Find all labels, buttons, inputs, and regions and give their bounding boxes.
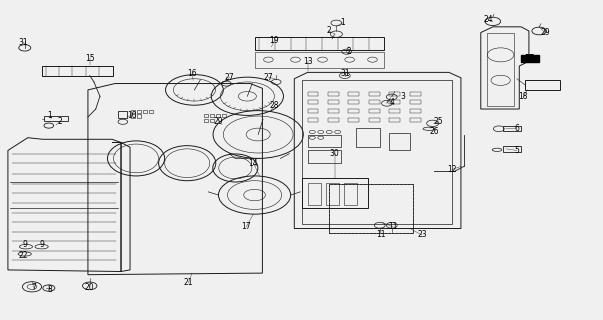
Text: 6: 6 (514, 124, 519, 132)
Bar (525, 80, 560, 90)
Text: 2: 2 (346, 47, 351, 56)
Bar (137, 110, 141, 113)
Bar (216, 114, 220, 117)
Bar (328, 92, 339, 96)
Bar (308, 118, 318, 122)
Text: 29: 29 (540, 28, 550, 37)
Text: 4: 4 (390, 98, 394, 107)
Text: 31: 31 (340, 69, 350, 78)
Bar (410, 118, 421, 122)
Bar (44, 116, 68, 121)
Bar (42, 66, 113, 76)
Text: 5: 5 (514, 146, 519, 155)
Bar (356, 128, 380, 147)
Bar (410, 100, 421, 104)
Bar (487, 33, 514, 106)
Bar (344, 183, 357, 204)
Bar (302, 80, 452, 224)
Bar (328, 118, 339, 122)
Text: 15: 15 (85, 53, 95, 62)
Bar (308, 183, 321, 204)
Bar (308, 109, 318, 113)
Bar (222, 114, 226, 117)
Bar (118, 111, 127, 118)
Bar (143, 110, 147, 113)
Bar (137, 115, 141, 118)
Text: 11: 11 (388, 222, 398, 231)
Bar (308, 150, 341, 163)
Text: 27: 27 (224, 73, 234, 82)
Text: 12: 12 (447, 165, 456, 174)
Text: 26: 26 (429, 127, 438, 136)
Text: 28: 28 (270, 101, 279, 110)
Bar (302, 178, 368, 208)
Text: FR.: FR. (524, 53, 538, 62)
Text: 13: 13 (303, 57, 312, 66)
Bar (131, 110, 135, 113)
Text: 10: 10 (127, 111, 137, 120)
Bar (390, 118, 400, 122)
Text: 2: 2 (326, 27, 331, 36)
Bar (349, 100, 359, 104)
Bar (369, 92, 380, 96)
Bar (389, 133, 410, 150)
Bar (369, 100, 380, 104)
Bar (328, 100, 339, 104)
Text: 23: 23 (417, 230, 427, 239)
Text: 27: 27 (264, 73, 273, 82)
Bar (149, 110, 153, 113)
Bar (503, 125, 521, 131)
Text: 25: 25 (434, 117, 443, 126)
Bar (349, 109, 359, 113)
Bar (349, 118, 359, 122)
Bar (410, 92, 421, 96)
Bar (390, 92, 400, 96)
Text: 16: 16 (187, 69, 197, 78)
Text: 9: 9 (22, 240, 27, 249)
Text: 31: 31 (19, 38, 28, 47)
Text: 8: 8 (48, 284, 52, 293)
Text: 30: 30 (330, 149, 339, 158)
Text: 1: 1 (340, 19, 345, 28)
Text: 9: 9 (39, 240, 44, 249)
Bar (349, 92, 359, 96)
Bar (503, 146, 521, 152)
Bar (329, 184, 413, 233)
Text: 22: 22 (19, 251, 28, 260)
Bar (210, 119, 214, 122)
Bar (204, 119, 208, 122)
Text: 29: 29 (213, 117, 223, 126)
Bar (328, 109, 339, 113)
Text: 7: 7 (31, 283, 36, 292)
Bar (204, 114, 208, 117)
Text: 1: 1 (48, 111, 52, 120)
Bar (369, 118, 380, 122)
Bar (390, 109, 400, 113)
Bar (308, 100, 318, 104)
Text: 24: 24 (483, 15, 493, 24)
Text: 21: 21 (184, 278, 193, 287)
Text: 19: 19 (270, 36, 279, 45)
Bar (308, 134, 341, 147)
Text: 3: 3 (400, 92, 405, 101)
Text: 18: 18 (518, 92, 528, 101)
Text: 11: 11 (376, 230, 386, 239)
Bar (329, 184, 413, 233)
Bar (131, 115, 135, 118)
Bar (521, 55, 539, 62)
Bar (390, 100, 400, 104)
Bar (210, 114, 214, 117)
Bar (369, 109, 380, 113)
Text: 17: 17 (241, 222, 251, 231)
Text: 20: 20 (85, 283, 95, 292)
Bar (410, 109, 421, 113)
Bar (326, 183, 339, 204)
Bar (308, 92, 318, 96)
Bar (254, 37, 384, 50)
Text: 14: 14 (248, 159, 258, 168)
Text: 2: 2 (57, 117, 62, 126)
